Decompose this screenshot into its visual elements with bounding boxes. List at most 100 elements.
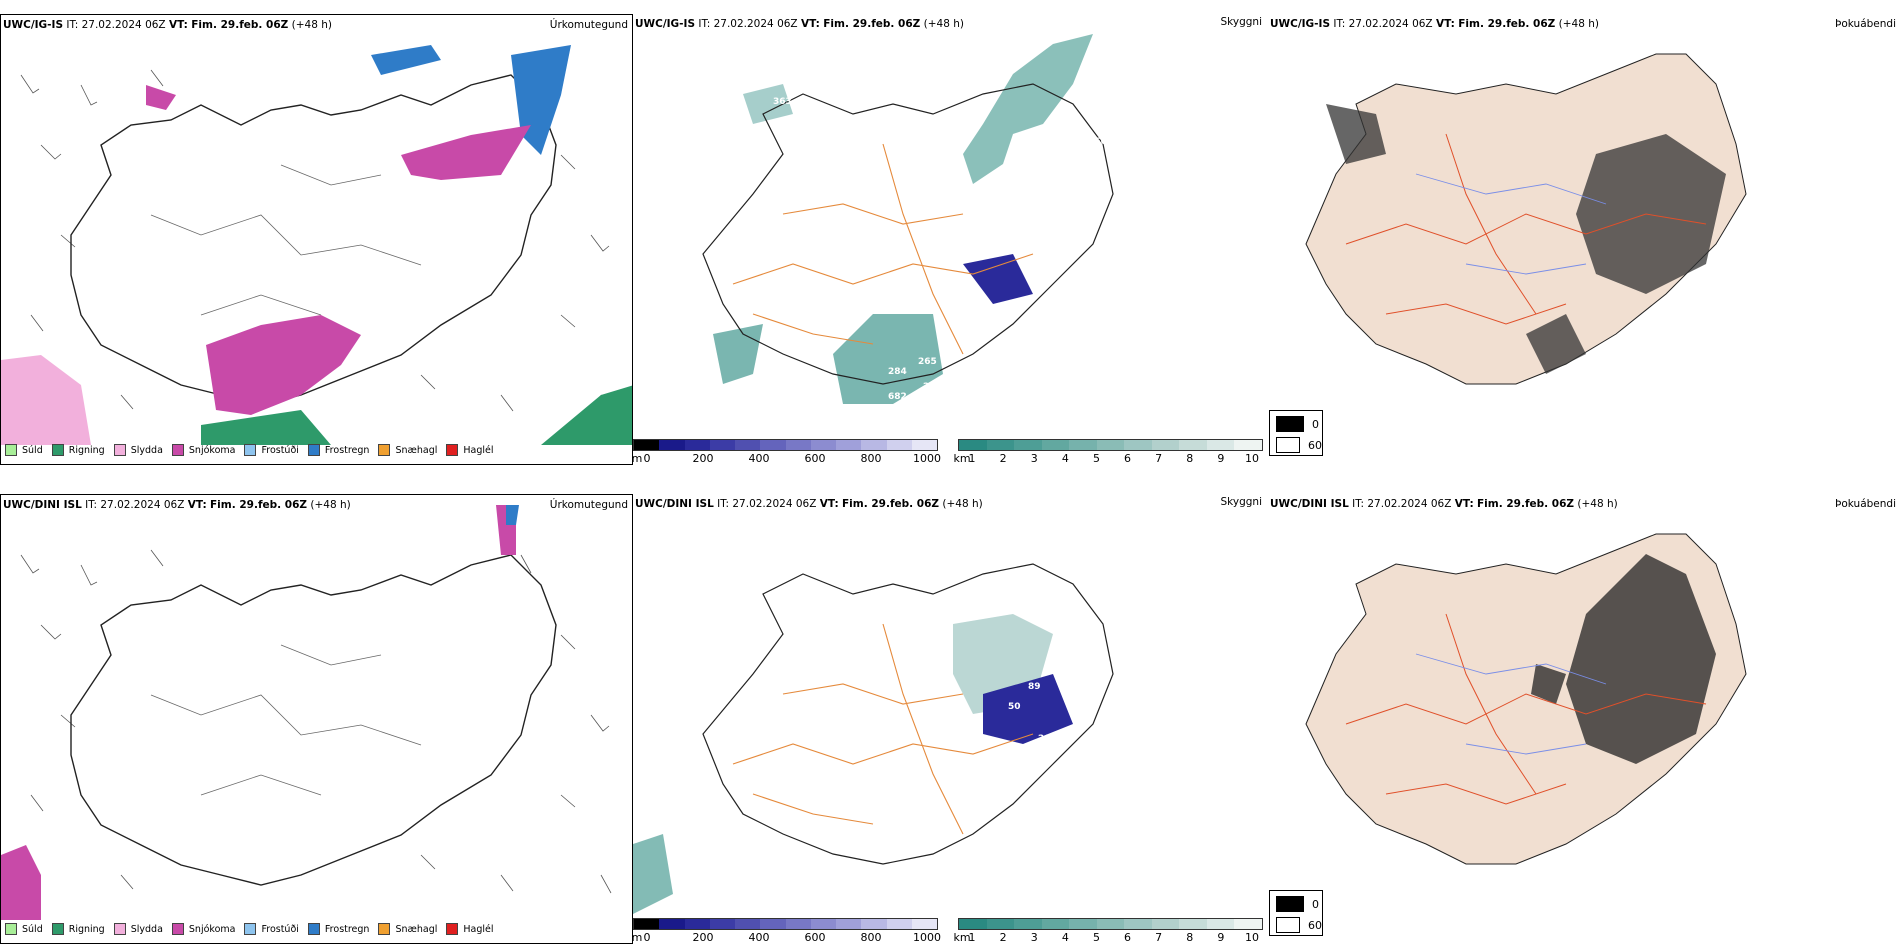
- legend-label: Haglél: [463, 444, 494, 456]
- colorbar-tick: 1: [968, 452, 976, 465]
- it-value: 27.02.2024 06Z: [100, 499, 185, 511]
- colorbar-cell: [735, 919, 761, 929]
- colorbar-tick: 5: [1092, 452, 1100, 465]
- legend-label: Frostregn: [324, 923, 370, 935]
- colorbar-cell: [1096, 440, 1125, 450]
- legend-swatch: [307, 923, 320, 935]
- it-value: 27.02.2024 06Z: [732, 498, 817, 510]
- colorbar-tick: 200: [692, 931, 714, 944]
- legend-item: Súld: [5, 444, 43, 456]
- colorbar-tick: 3: [1030, 452, 1038, 465]
- low-visibility-area: [633, 834, 673, 914]
- colorbar-cell: [836, 919, 862, 929]
- colorbar-cell: [959, 440, 987, 450]
- low-visibility-area: [713, 324, 763, 384]
- cloud-base-label: 207: [1038, 734, 1057, 744]
- legend-swatch: [378, 923, 391, 935]
- colorbar-strip: [633, 439, 938, 451]
- colorbar-tick: 1000: [913, 931, 941, 944]
- colorbar-unit: m: [633, 452, 643, 465]
- roads: [1345, 613, 1707, 805]
- colorbar-cell: [986, 440, 1015, 450]
- snow-area: [206, 315, 361, 415]
- legend-label: Frostregn: [324, 444, 370, 456]
- fog-index-panel-dini: UWC/DINI ISL IT: 27.02.2024 06Z VT: Fim.…: [1266, 494, 1900, 944]
- legend-swatch: [244, 444, 257, 456]
- colorbar-unit: m: [633, 931, 643, 944]
- low-visibility-area: [743, 84, 793, 124]
- precip-map-ig: [1, 45, 632, 445]
- roads: [732, 143, 1034, 355]
- cloud-base-label: 177: [1153, 127, 1172, 137]
- legend-swatch: [307, 444, 320, 456]
- legend-swatch: [51, 444, 64, 456]
- legend-item: Frostúði: [244, 923, 299, 935]
- iceland-land: [1305, 53, 1747, 385]
- colorbar-cell: [1124, 440, 1152, 450]
- colorbar-tick: 10: [1245, 931, 1259, 944]
- legend-item: Súld: [5, 923, 43, 935]
- colorbar-tick: 800: [860, 452, 882, 465]
- rivers: [1415, 653, 1607, 755]
- colorbar-cell: [1234, 440, 1263, 450]
- colorbar-cell: [634, 440, 660, 450]
- cloud-base-label: 107: [1093, 262, 1112, 272]
- roads: [732, 623, 1034, 835]
- colorbar-cell: [760, 440, 786, 450]
- fog-legend-item: 0: [1276, 896, 1322, 912]
- legend-label: Frostúði: [261, 444, 299, 456]
- legend-label: Slydda: [130, 923, 163, 935]
- vt-value: Fim. 29.feb. 06Z: [1477, 498, 1575, 510]
- colorbar-cell: [911, 440, 937, 450]
- model-name: UWC/IG-IS: [1270, 18, 1331, 30]
- visibility-colorbar: km 1 2 3 4 5 6 7 8 9 10: [953, 918, 1263, 944]
- colorbar-tick: 2: [999, 931, 1007, 944]
- precip-legend: Súld Rigning Slydda Snjókoma Frostúði Frostre…: [5, 439, 494, 461]
- wind-barbs: [20, 549, 612, 894]
- legend-item: Snjókoma: [171, 444, 235, 456]
- rivers: [1415, 173, 1607, 275]
- fog-legend-label: 60: [1308, 918, 1322, 932]
- roads: [150, 644, 422, 796]
- cloud-base-label: 164: [1028, 752, 1047, 762]
- vt-value: Fim. 29.feb. 06Z: [210, 499, 308, 511]
- fog-index-panel-ig: UWC/IG-IS IT: 27.02.2024 06Z VT: Fim. 29…: [1266, 14, 1900, 465]
- it-label: IT:: [66, 19, 79, 31]
- legend-label: Slydda: [130, 444, 163, 456]
- precip-type-panel-ig: UWC/IG-IS IT: 27.02.2024 06Z VT: Fim. 29…: [0, 14, 633, 465]
- low-visibility-area: [833, 314, 943, 404]
- colorbar-cell: [760, 919, 786, 929]
- legend-item: Slydda: [113, 444, 163, 456]
- it-label: IT:: [1333, 18, 1346, 30]
- fog-legend-label: 60: [1308, 438, 1322, 452]
- colorbar-cell: [659, 919, 685, 929]
- colorbar-tick: 6: [1124, 452, 1132, 465]
- vt-label: VT:: [187, 499, 207, 511]
- vt-value: Fim. 29.feb. 06Z: [823, 18, 921, 30]
- panel-title: Úrkomutegund: [549, 19, 628, 31]
- run-header: UWC/IG-IS IT: 27.02.2024 06Z VT: Fim. 29…: [635, 18, 964, 30]
- colorbar-tick: 8: [1186, 931, 1194, 944]
- colorbar-cell: [709, 440, 735, 450]
- iceland-outline: [70, 554, 557, 886]
- cloud-base-label: 36: [1133, 187, 1146, 197]
- colorbar-cell: [1179, 440, 1207, 450]
- lead-time: (+48 h): [310, 499, 351, 511]
- cloud-base-label: 120: [1133, 717, 1152, 727]
- panel-title: Skyggni: [1220, 16, 1263, 28]
- colorbar-cell: [861, 919, 887, 929]
- run-header: UWC/DINI ISL IT: 27.02.2024 06Z VT: Fim.…: [1270, 498, 1618, 510]
- cloud-base-label: 284: [888, 367, 907, 377]
- legend-swatch: [446, 444, 459, 456]
- colorbar-cell: [1206, 919, 1235, 929]
- colorbar-cell: [1069, 440, 1097, 450]
- fog-legend-label: 0: [1312, 417, 1319, 431]
- legend-item: Snjókoma: [171, 923, 235, 935]
- legend-swatch: [5, 923, 17, 935]
- colorbar-tick: 4: [1061, 452, 1069, 465]
- legend-label: Rigning: [68, 444, 105, 456]
- colorbar-cell: [735, 440, 761, 450]
- colorbar-cell: [1124, 919, 1152, 929]
